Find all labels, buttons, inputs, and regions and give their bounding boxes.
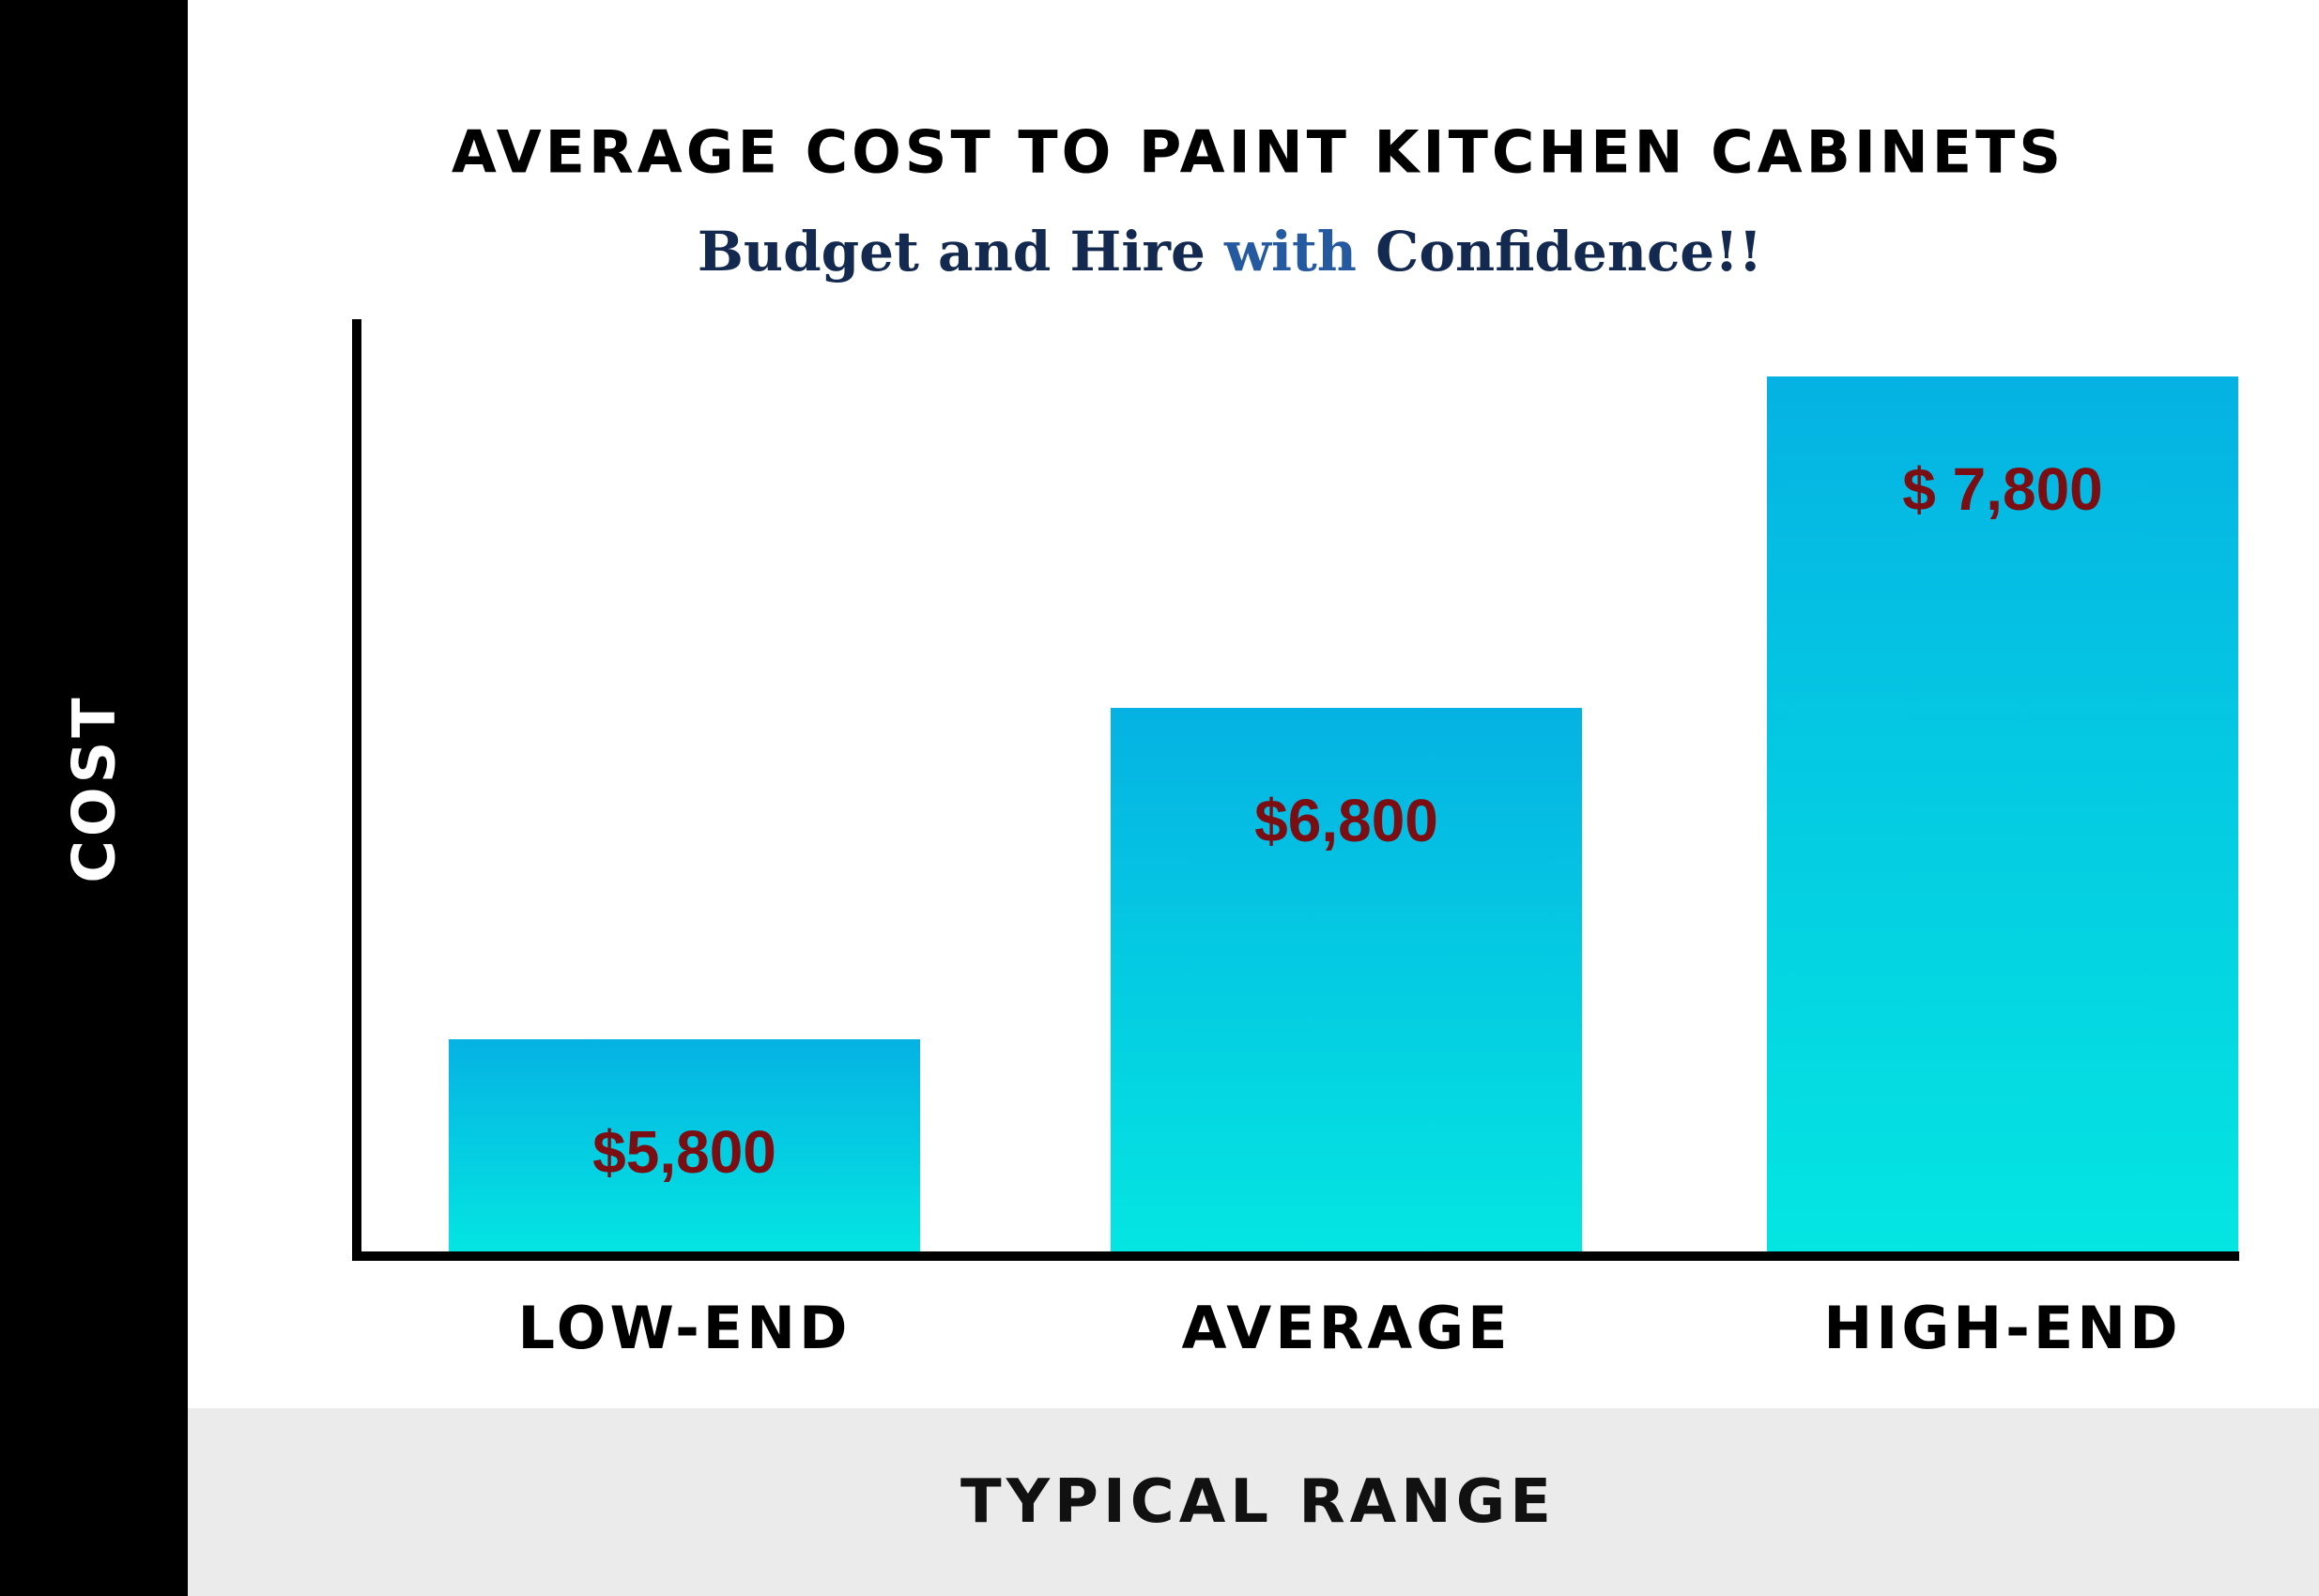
data-label-high-end: $ 7,800 — [1902, 455, 2103, 523]
chart-subtitle: Budget and Hire with Confidence!! — [698, 220, 1762, 284]
category-label-high-end: HIGH-END — [1823, 1294, 2181, 1362]
x-axis-label: TYPICAL RANGE — [960, 1467, 1556, 1537]
data-label-low-end: $5,800 — [592, 1118, 776, 1186]
data-label-average: $6,800 — [1254, 787, 1438, 854]
bar-average — [1111, 708, 1582, 1256]
subtitle-part-2: with — [1224, 220, 1376, 284]
bar-low-end — [449, 1039, 920, 1256]
y-axis-band — [0, 0, 188, 1596]
category-label-low-end: LOW-END — [517, 1294, 851, 1362]
x-axis-band — [188, 1408, 2319, 1596]
category-label-average: AVERAGE — [1181, 1294, 1511, 1362]
chart-title: AVERAGE COST TO PAINT KITCHEN CABINETS — [451, 117, 2066, 187]
subtitle-part-1: Budget and Hire — [697, 220, 1225, 284]
bar-high-end — [1767, 376, 2238, 1256]
subtitle-part-3: Confidence!! — [1375, 220, 1763, 284]
